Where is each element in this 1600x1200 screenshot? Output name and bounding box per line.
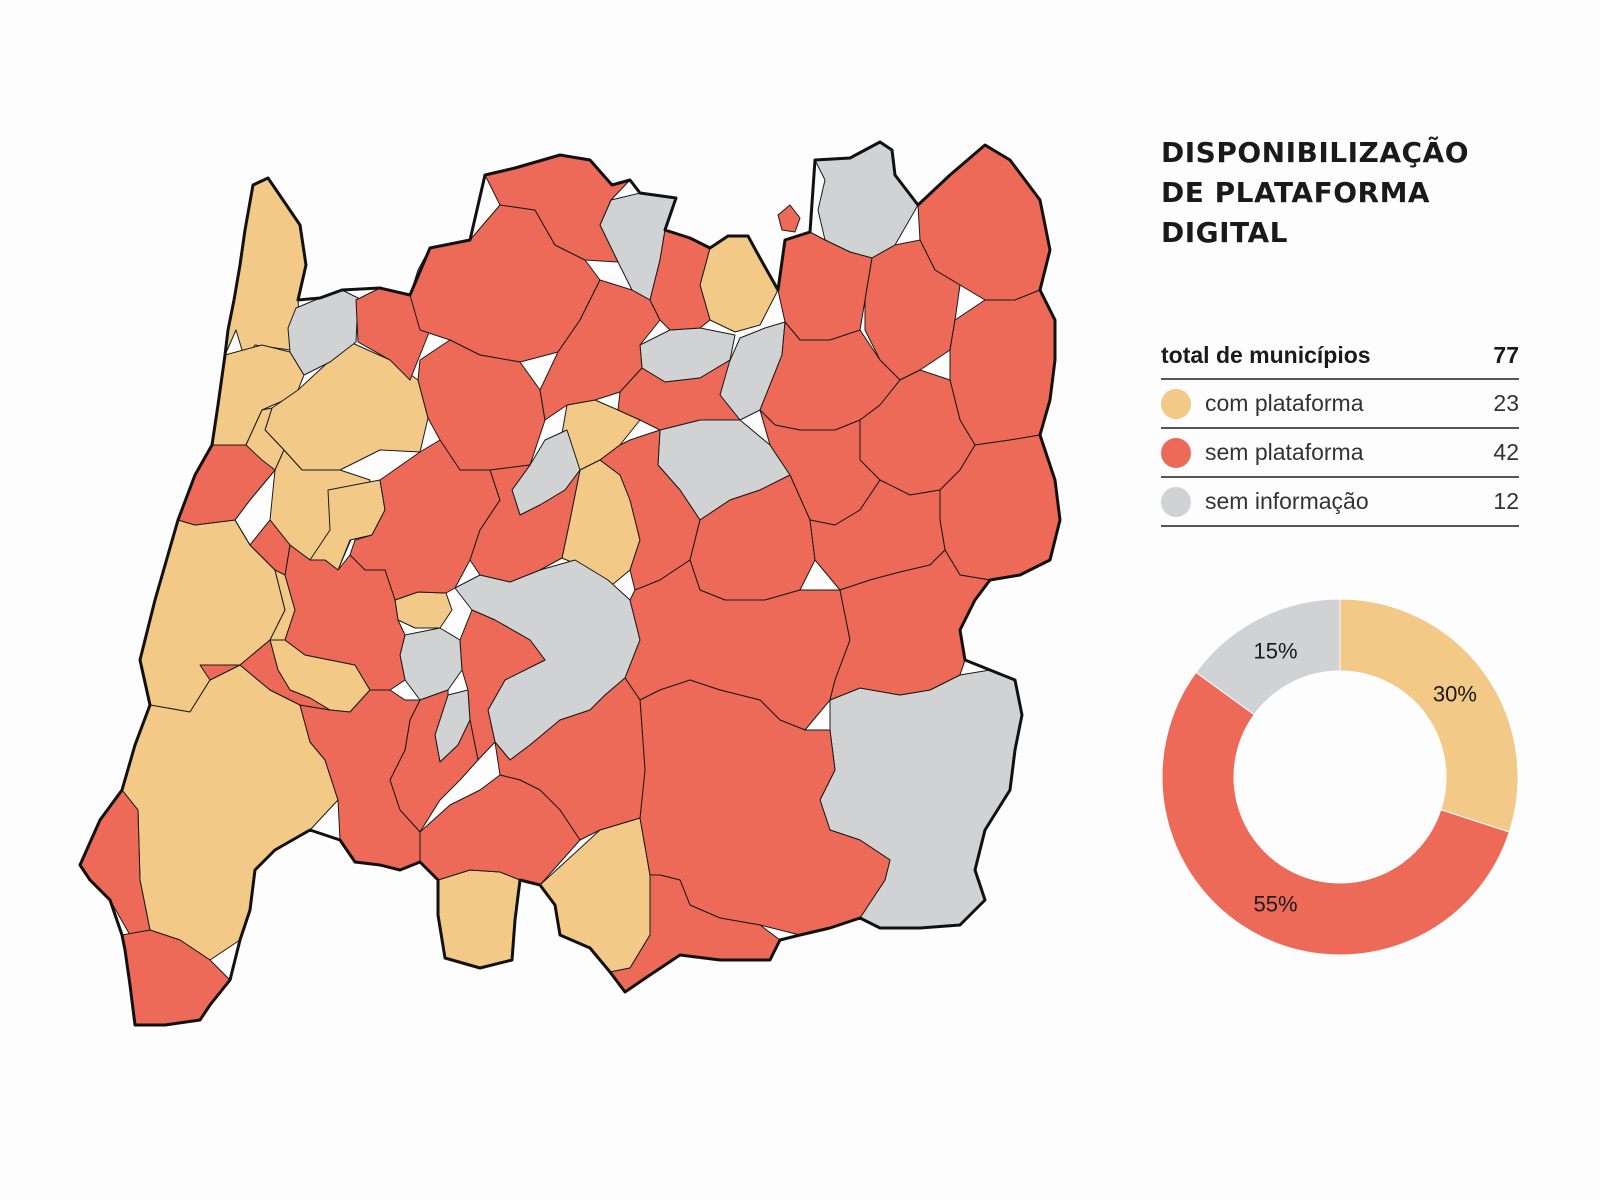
map-outer-boundary: [78, 140, 1062, 1027]
legend-swatch-com-plataforma: [1161, 388, 1191, 419]
title-line-3: DIGITAL: [1161, 216, 1288, 249]
donut-value-label: 30%: [1433, 682, 1477, 707]
legend-count: 12: [1493, 488, 1519, 514]
map-region: [459, 609, 546, 761]
map-region: [199, 639, 331, 711]
donut-slice-com-plataforma: [1339, 598, 1519, 833]
legend-count: 23: [1493, 390, 1519, 416]
map-region: [777, 231, 873, 341]
map-region: [617, 359, 741, 431]
donut-chart: 30% 55% 15%: [1160, 597, 1520, 957]
map-region: [299, 689, 421, 871]
map-region: [177, 444, 291, 576]
map-region: [777, 204, 801, 233]
legend-swatch-sem-plataforma: [1161, 437, 1191, 468]
map-region: [699, 235, 779, 333]
title-line-1: DISPONIBILIZAÇÃO: [1161, 136, 1470, 169]
legend-label: com plataforma: [1205, 390, 1364, 416]
map-region: [949, 289, 1056, 446]
title-line-2: DE PLATAFORMA: [1161, 176, 1431, 209]
donut-slice-sem-plataforma: [1161, 671, 1510, 956]
legend-total-value: 77: [1493, 341, 1519, 368]
legend-row-com-plataforma: com plataforma 23: [1161, 380, 1519, 429]
donut-value-label: 15%: [1254, 638, 1298, 663]
donut-value-label: 55%: [1254, 892, 1298, 917]
map-region: [284, 544, 406, 691]
map-svg: [78, 140, 1062, 1027]
legend-count: 42: [1493, 439, 1519, 465]
legend-row-sem-informacao: sem informação 12: [1161, 478, 1519, 527]
map-region: [539, 279, 661, 421]
legend: total de municípios 77 com plataforma 23…: [1161, 332, 1519, 527]
donut-svg: 30% 55% 15%: [1161, 598, 1519, 956]
legend-label: sem plataforma: [1205, 439, 1364, 465]
chart-title: DISPONIBILIZAÇÃO DE PLATAFORMA DIGITAL: [1161, 133, 1541, 253]
map-region: [419, 774, 581, 886]
legend-row-sem-plataforma: sem plataforma 42: [1161, 429, 1519, 478]
legend-label: sem informação: [1205, 488, 1369, 514]
map-region: [469, 464, 581, 583]
legend-total-row: total de municípios 77: [1161, 332, 1519, 380]
map-region: [437, 869, 521, 969]
legend-total-label: total de municípios: [1161, 341, 1371, 368]
map-region: [399, 627, 463, 701]
donut-slice-sem-informacao: [1195, 598, 1341, 716]
legend-swatch-sem-informacao: [1161, 486, 1191, 517]
municipality-map: [60, 130, 1100, 1070]
